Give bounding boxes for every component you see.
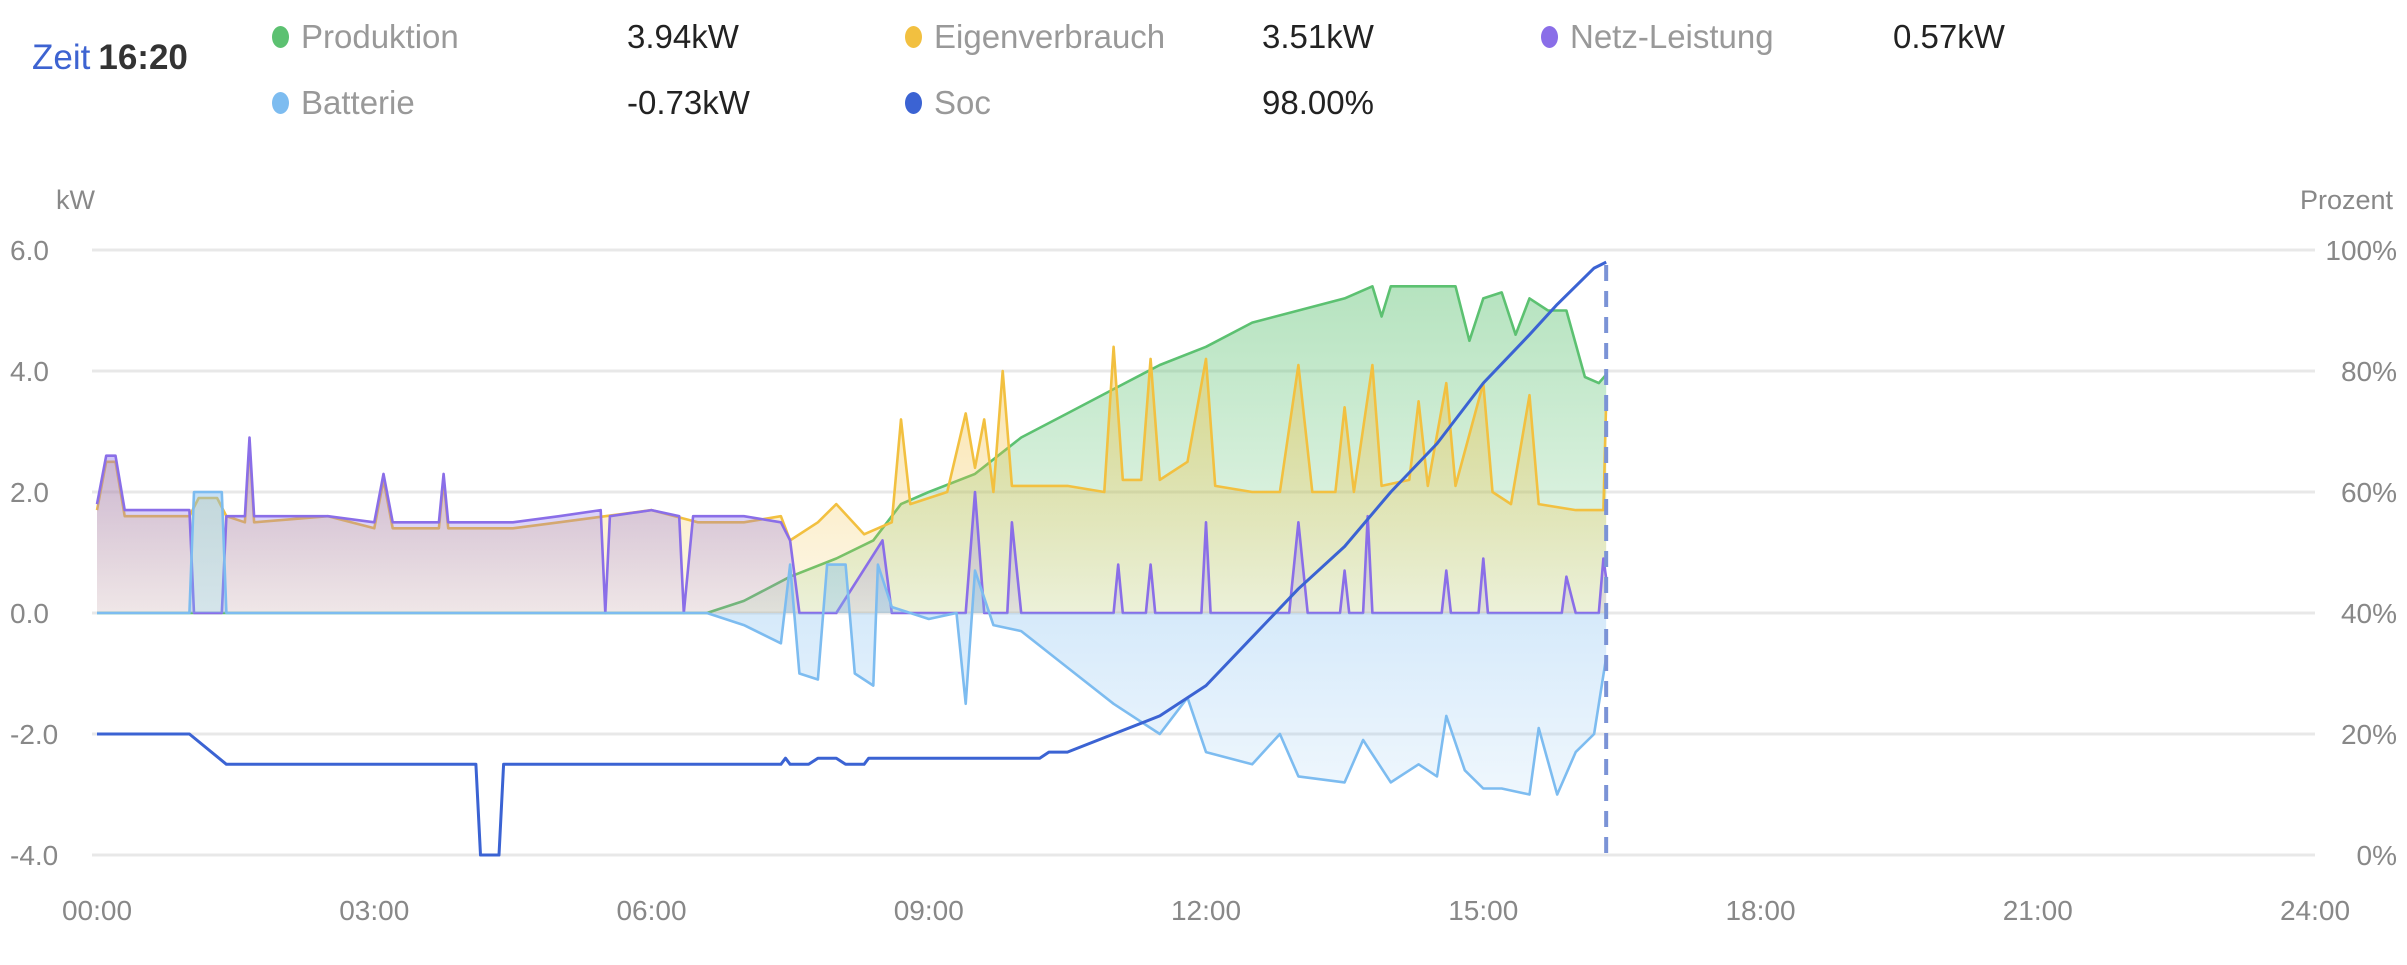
eigenverbrauch-dot-icon: [905, 26, 922, 48]
x-tick-label: 15:00: [1448, 895, 1518, 926]
right-tick-label: 20%: [2341, 719, 2397, 750]
netz-leistung-area: [97, 437, 1607, 613]
left-tick-label: -4.0: [10, 840, 58, 871]
netz-dot-icon: [1541, 26, 1558, 48]
x-tick-label: 18:00: [1725, 895, 1795, 926]
time-label: Zeit: [32, 38, 91, 77]
legend-soc[interactable]: Soc: [905, 84, 991, 122]
right-axis-label: Prozent: [2299, 185, 2393, 215]
left-tick-label: 0.0: [10, 598, 49, 629]
time-value: 16:20: [98, 38, 188, 77]
x-tick-label: 24:00: [2280, 895, 2350, 926]
batterie-line: [97, 490, 1608, 796]
right-tick-label: 40%: [2341, 598, 2397, 629]
x-tick-label: 00:00: [62, 895, 132, 926]
batterie-value: -0.73kW: [627, 84, 750, 121]
x-tick-label: 21:00: [2003, 895, 2073, 926]
eigenverbrauch-value: 3.51kW: [1262, 18, 1374, 55]
x-tick-label: 03:00: [339, 895, 409, 926]
x-tick-label: 06:00: [616, 895, 686, 926]
left-tick-label: 4.0: [10, 356, 49, 387]
legend-label: Produktion: [301, 18, 459, 55]
time-readout: Zeit 16:20: [32, 38, 188, 78]
soc-dot-icon: [905, 92, 922, 114]
legend-label: Netz-Leistung: [1570, 18, 1774, 55]
produktion-dot-icon: [272, 26, 289, 48]
right-tick-label: 100%: [2325, 235, 2397, 266]
legend-eigenverbrauch[interactable]: Eigenverbrauch: [905, 18, 1165, 56]
soc-line: [97, 260, 1607, 857]
legend-label: Soc: [934, 84, 991, 121]
legend-label: Batterie: [301, 84, 415, 121]
legend-batterie[interactable]: Batterie: [272, 84, 415, 122]
batterie-dot-icon: [272, 92, 289, 114]
right-tick-label: 60%: [2341, 477, 2397, 508]
batterie-area: [97, 492, 1607, 795]
legend-produktion[interactable]: Produktion: [272, 18, 459, 56]
right-tick-label: 0%: [2357, 840, 2397, 871]
netz-value: 0.57kW: [1893, 18, 2005, 55]
x-tick-label: 09:00: [894, 895, 964, 926]
legend-netz-leistung[interactable]: Netz-Leistung: [1541, 18, 1774, 56]
left-tick-label: 6.0: [10, 235, 49, 266]
left-axis-label: kW: [56, 185, 95, 215]
soc-value: 98.00%: [1262, 84, 1374, 121]
left-tick-label: 2.0: [10, 477, 49, 508]
legend-label: Eigenverbrauch: [934, 18, 1166, 55]
produktion-value: 3.94kW: [627, 18, 739, 55]
left-tick-label: -2.0: [10, 719, 58, 750]
x-tick-label: 12:00: [1171, 895, 1241, 926]
right-tick-label: 80%: [2341, 356, 2397, 387]
